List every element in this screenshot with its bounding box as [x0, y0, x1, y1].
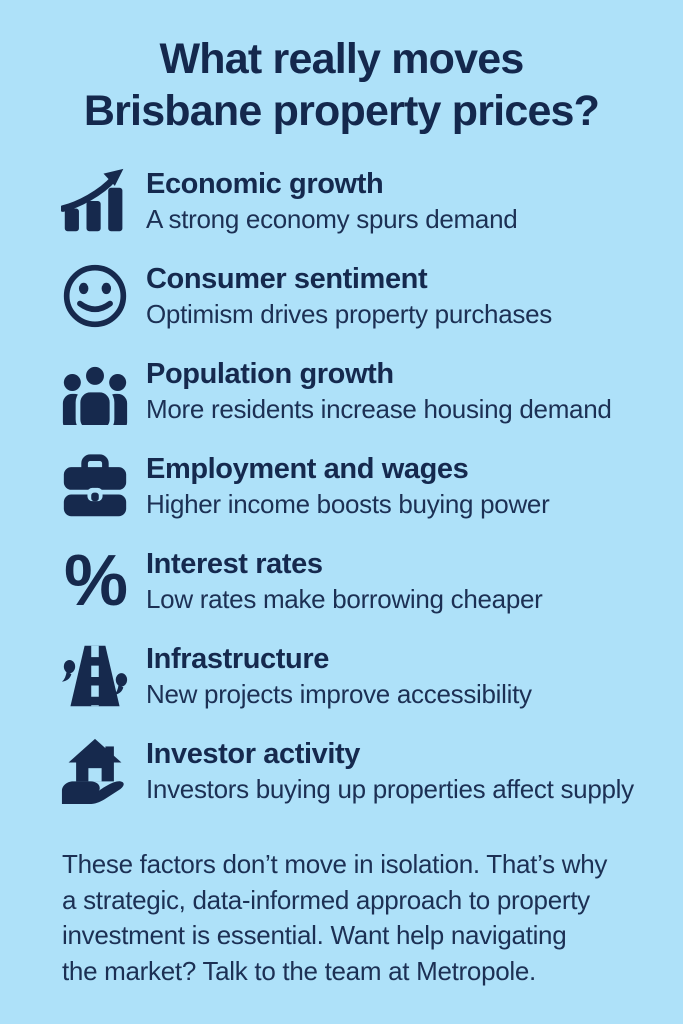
smiley-face-icon [56, 260, 134, 332]
page-title-line-2: Brisbane property prices? [83, 86, 600, 135]
factor-interest-rates: % Interest rates Low rates make borrowin… [56, 545, 683, 617]
footer-paragraph: These factors don’t move in isolation. T… [62, 847, 653, 989]
factor-title: Investor activity [146, 737, 361, 770]
factor-description: Low rates make borrowing cheaper [146, 583, 543, 614]
footer-line-3: investment is essential. Want help navig… [62, 920, 567, 951]
factor-list: Economic growth A strong economy spurs d… [0, 165, 683, 807]
factor-investor-activity: Investor activity Investors buying up pr… [56, 735, 683, 807]
briefcase-icon [56, 450, 134, 522]
page-title: What really moves Brisbane property pric… [0, 0, 683, 137]
factor-title: Interest rates [146, 547, 323, 580]
factor-description: More residents increase housing demand [146, 393, 612, 424]
factor-title: Population growth [146, 357, 394, 390]
factor-title: Economic growth [146, 167, 384, 200]
page-title-line-1: What really moves [159, 35, 525, 83]
house-in-hand-icon [56, 735, 134, 807]
factor-infrastructure: Infrastructure New projects improve acce… [56, 640, 683, 712]
factor-description: Higher income boosts buying power [146, 488, 550, 519]
growth-chart-arrow-icon [56, 165, 134, 237]
footer-line-4: the market? Talk to the team at Metropol… [62, 956, 536, 987]
footer-line-1: These factors don’t move in isolation. T… [62, 849, 608, 880]
factor-economic-growth: Economic growth A strong economy spurs d… [56, 165, 683, 237]
factor-title: Infrastructure [146, 642, 329, 675]
factor-description: Optimism drives property purchases [146, 298, 552, 329]
footer-line-2: a strategic, data-informed approach to p… [62, 884, 590, 915]
people-group-icon [56, 355, 134, 427]
factor-employment-wages: Employment and wages Higher income boost… [56, 450, 683, 522]
factor-title: Employment and wages [146, 452, 469, 485]
road-icon [56, 640, 134, 712]
factor-description: New projects improve accessibility [146, 678, 532, 709]
factor-description: A strong economy spurs demand [146, 203, 518, 234]
factor-consumer-sentiment: Consumer sentiment Optimism drives prope… [56, 260, 683, 332]
factor-population-growth: Population growth More residents increas… [56, 355, 683, 427]
factor-description: Investors buying up properties affect su… [146, 773, 634, 804]
percent-icon: % [56, 545, 134, 617]
percent-glyph: % [63, 541, 128, 622]
factor-title: Consumer sentiment [146, 262, 428, 295]
